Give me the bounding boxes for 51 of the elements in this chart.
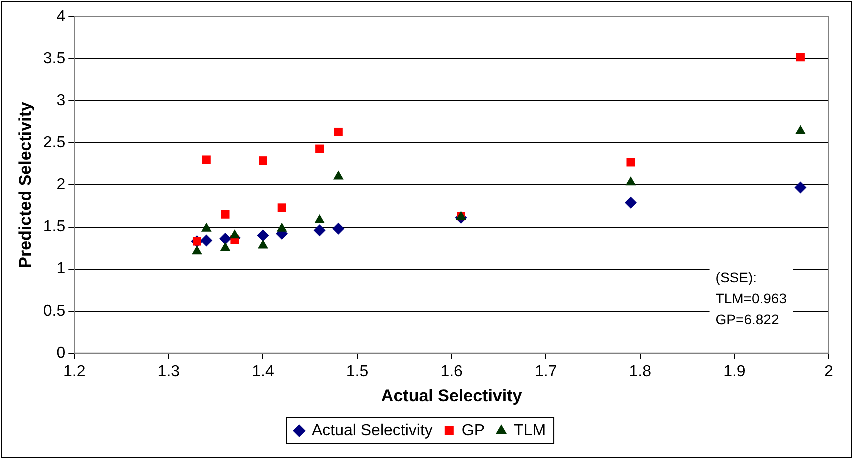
point bbox=[316, 144, 324, 154]
point bbox=[201, 222, 212, 232]
point bbox=[220, 242, 231, 252]
point bbox=[624, 196, 637, 209]
point bbox=[202, 156, 211, 164]
point bbox=[314, 224, 326, 237]
x-tick-label: 1.9 bbox=[724, 363, 746, 380]
x-tick-label: 1.3 bbox=[158, 363, 180, 380]
x-tick-label: 1.7 bbox=[534, 363, 558, 380]
y-tick-label: 1 bbox=[56, 260, 66, 278]
x-tick-label: 2 bbox=[824, 363, 834, 380]
point bbox=[258, 240, 268, 249]
point bbox=[334, 128, 343, 136]
x-tick-label: 1.4 bbox=[252, 363, 274, 380]
annotation: GP=6.822 bbox=[716, 311, 780, 328]
x-tick-label: 1.6 bbox=[440, 363, 464, 380]
annotation: (SSE): bbox=[716, 269, 758, 286]
y-tick-label: 2.5 bbox=[43, 134, 66, 152]
point bbox=[626, 176, 636, 186]
legend-label: GP bbox=[462, 422, 486, 440]
point bbox=[796, 125, 806, 134]
point bbox=[794, 182, 807, 194]
x-tick-label: 1.8 bbox=[629, 363, 652, 380]
point bbox=[314, 214, 326, 224]
point bbox=[276, 222, 288, 232]
point bbox=[192, 246, 202, 255]
y-tick-label: 3.5 bbox=[43, 50, 66, 68]
y-axis-title: Predicted Selectivity bbox=[16, 102, 35, 268]
x-tick-label: 1.2 bbox=[64, 363, 86, 380]
y-tick-label: 2 bbox=[56, 176, 66, 194]
point bbox=[332, 222, 345, 235]
annotation: TLM=0.963 bbox=[716, 290, 788, 306]
y-tick-label: 3 bbox=[56, 92, 66, 110]
legend-label: TLM bbox=[514, 422, 546, 440]
point bbox=[257, 230, 270, 242]
point bbox=[220, 233, 232, 246]
x-tick-label: 1.5 bbox=[346, 363, 369, 380]
y-tick-label: 1.5 bbox=[43, 218, 66, 236]
point bbox=[230, 230, 240, 239]
point bbox=[796, 53, 805, 62]
point bbox=[626, 158, 636, 167]
point bbox=[200, 234, 213, 247]
point bbox=[221, 210, 230, 219]
point bbox=[333, 170, 344, 180]
y-tick-label: 0.5 bbox=[43, 302, 66, 320]
y-tick-label: 4 bbox=[56, 8, 66, 26]
legend-label: Actual Selectivity bbox=[312, 422, 433, 440]
x-axis-title: Actual Selectivity bbox=[381, 386, 523, 406]
point bbox=[258, 156, 268, 166]
y-tick-label: 0 bbox=[56, 344, 66, 362]
point bbox=[278, 204, 286, 212]
